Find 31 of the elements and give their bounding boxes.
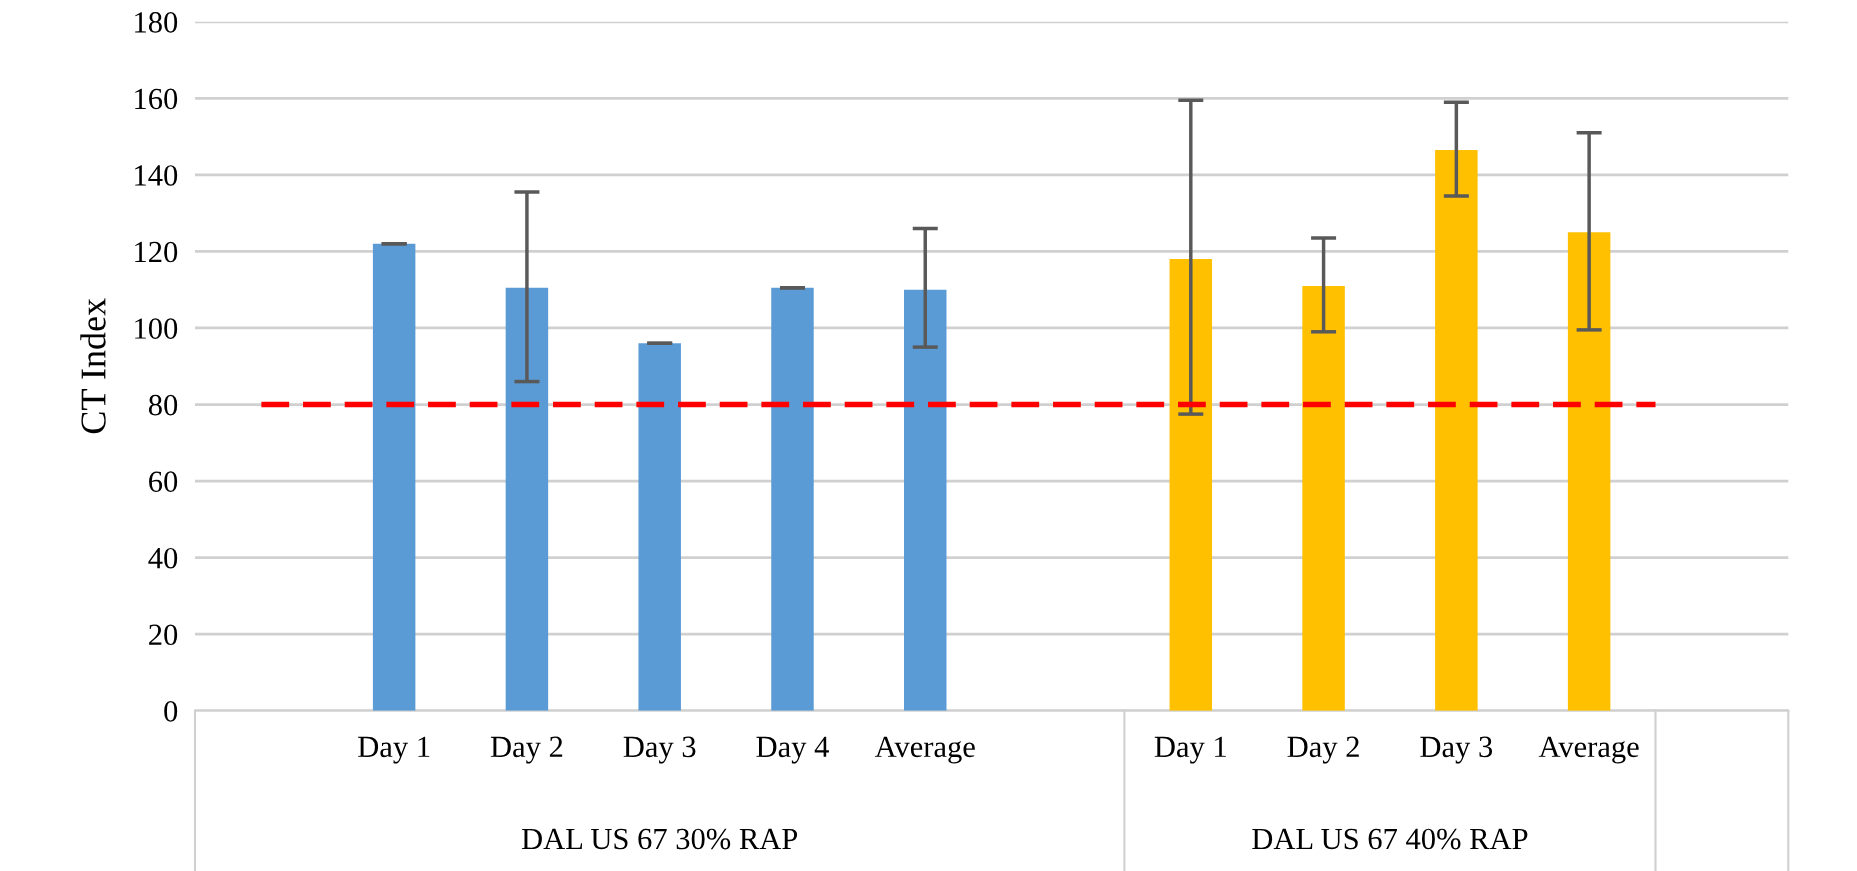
y-tick-label: 40 — [148, 547, 178, 569]
bar — [1567, 232, 1611, 711]
x-tick-label: Day 3 — [1420, 736, 1493, 764]
bar — [505, 287, 549, 711]
y-tick-label: 120 — [135, 241, 178, 263]
bar — [1302, 285, 1345, 711]
x-tick-label: Day 2 — [490, 736, 563, 764]
bar — [904, 289, 947, 711]
bar — [372, 243, 416, 711]
y-tick-label: 100 — [135, 318, 178, 339]
bar — [638, 343, 681, 711]
bar — [1169, 259, 1213, 711]
x-tick-label: Day 3 — [623, 736, 696, 764]
y-tick-label: 0 — [164, 701, 178, 722]
x-tick-label: Day 1 — [358, 736, 430, 764]
x-tick-label: Average — [1538, 736, 1639, 764]
y-tick-label: 20 — [149, 624, 178, 646]
bar — [771, 287, 814, 711]
y-tick-label: 60 — [149, 471, 178, 492]
y-axis-title: CT Index — [80, 298, 106, 434]
x-tick-label: Average — [874, 736, 975, 764]
x-tick-label: Day 2 — [1287, 736, 1359, 764]
y-tick-label: 180 — [135, 12, 178, 33]
y-tick-label: 80 — [148, 394, 178, 416]
text: DAL US 67 30% RAP — [521, 828, 798, 850]
text: DAL US 67 40% RAP — [1252, 828, 1528, 850]
x-tick-label: Day 4 — [756, 736, 829, 764]
x-tick-label: Day 1 — [1154, 736, 1226, 764]
bar — [1435, 150, 1478, 711]
y-tick-label: 160 — [135, 88, 178, 110]
y-tick-label: 140 — [135, 165, 178, 186]
